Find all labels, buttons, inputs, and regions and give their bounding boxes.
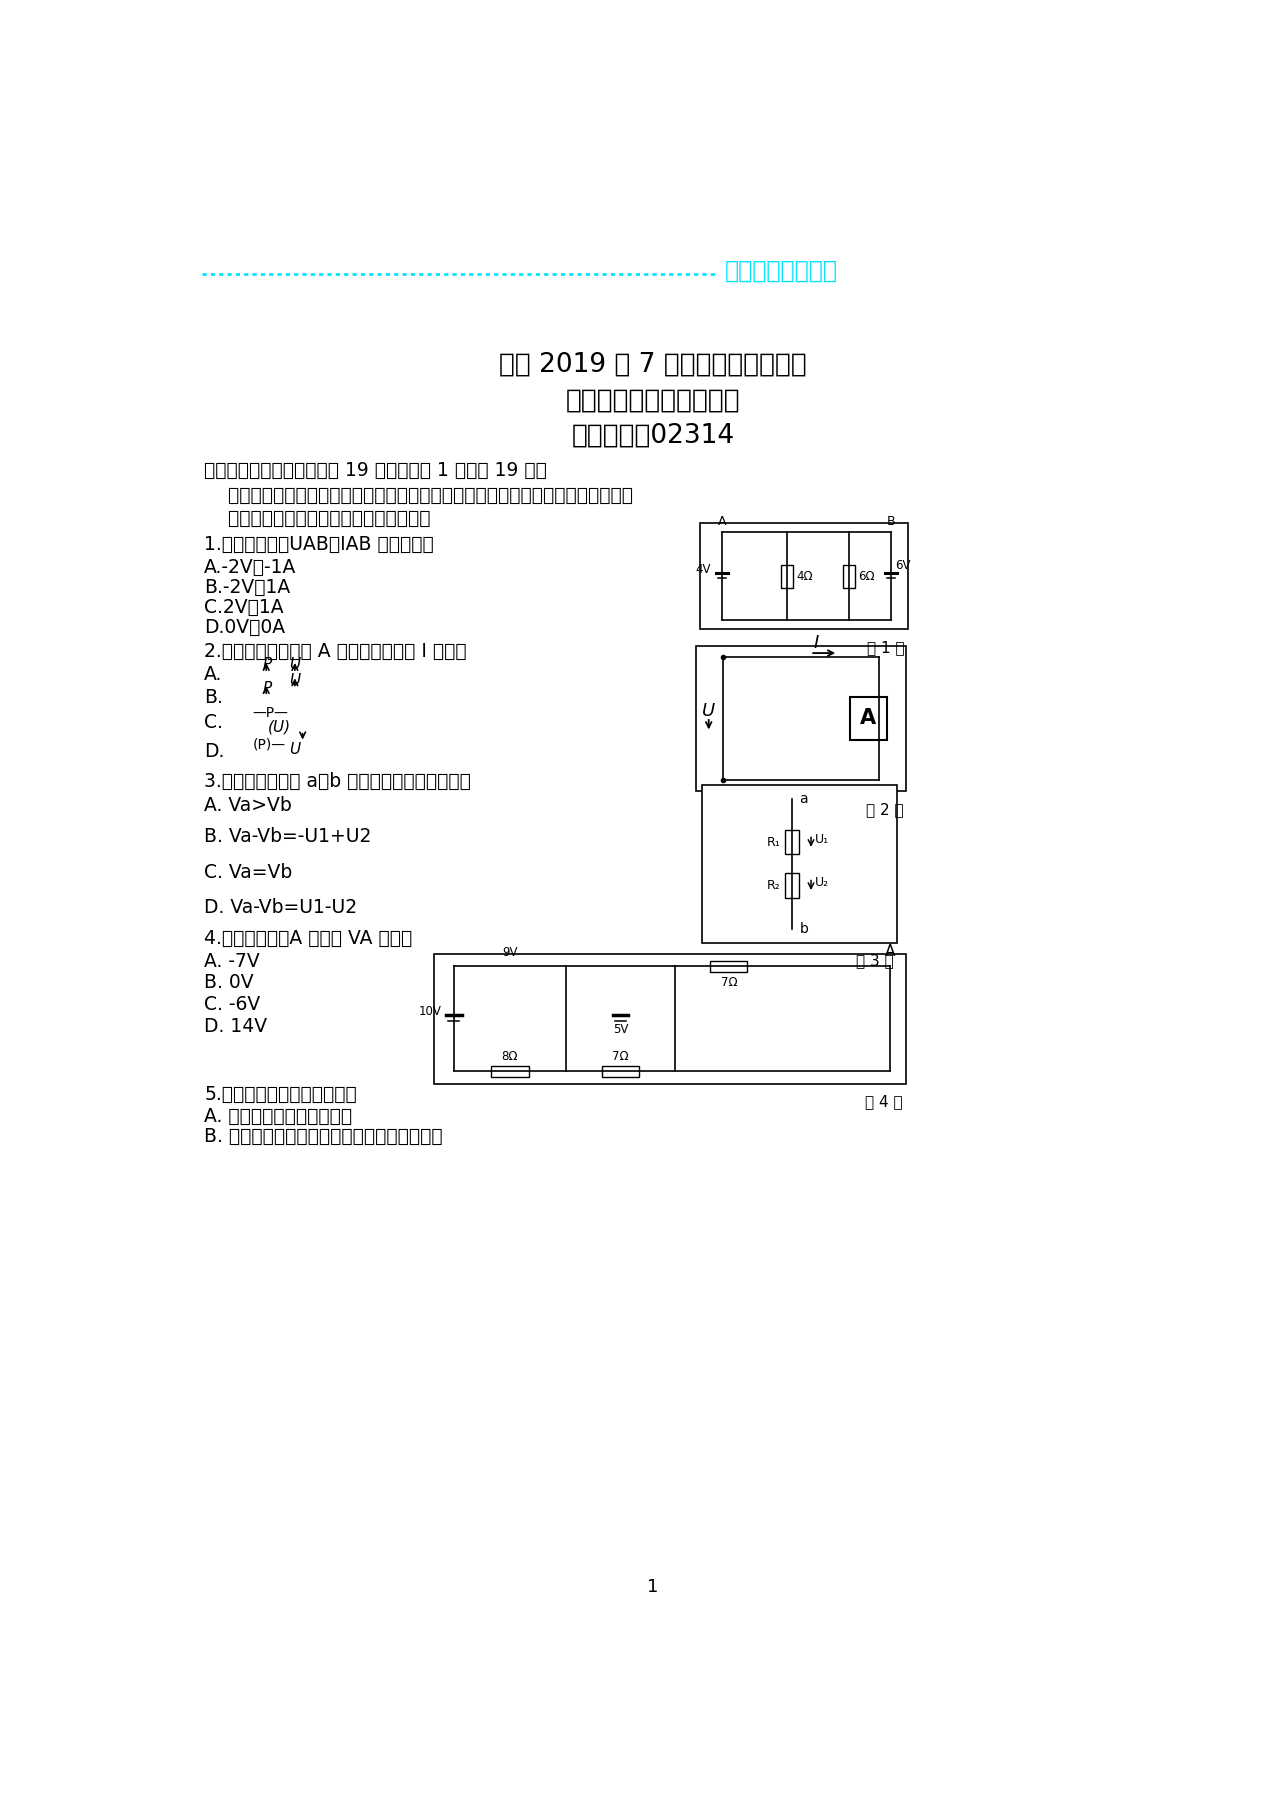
Text: 6V: 6V (894, 559, 910, 572)
Bar (702, 785, 897, 943)
Bar (434, 954, 906, 1084)
Bar (850, 696, 887, 740)
Text: 题 1 图: 题 1 图 (868, 640, 905, 655)
Text: (P)—: (P)— (252, 738, 285, 750)
Bar (601, 1066, 640, 1077)
Text: A. -7V: A. -7V (204, 953, 260, 971)
Text: 题 3 图: 题 3 图 (856, 953, 894, 969)
Text: B. 线性电路中的电压、电流和功率都可以叠加: B. 线性电路中的电压、电流和功率都可以叠加 (204, 1128, 443, 1146)
Text: —P—: —P— (252, 705, 288, 720)
Text: U: U (289, 673, 301, 687)
Bar (492, 1066, 529, 1077)
Text: 在每题列出的四个备选项中只有一个是吻合题目要求的，请将其代码填写在题后的: 在每题列出的四个备选项中只有一个是吻合题目要求的，请将其代码填写在题后的 (204, 485, 633, 505)
Text: 课程代码：02314: 课程代码：02314 (571, 422, 735, 449)
Bar (701, 523, 908, 630)
Text: 一、单项选择题（本大题共 19 小题，每题 1 分，共 19 分）: 一、单项选择题（本大题共 19 小题，每题 1 分，共 19 分） (204, 462, 547, 480)
Text: U: U (289, 743, 301, 758)
Text: B.: B. (204, 689, 223, 707)
Text: 1.图示电路中，UAB、IAB 分别为（）: 1.图示电路中，UAB、IAB 分别为（） (204, 534, 434, 554)
Text: 模拟电路与数字电路试题: 模拟电路与数字电路试题 (566, 388, 740, 413)
Text: D.0V，0A: D.0V，0A (204, 617, 285, 637)
Text: 5.以下表达正确的选项是（）: 5.以下表达正确的选项是（） (204, 1084, 357, 1104)
Text: 全国 2019 年 7 月高等教育自学考试: 全国 2019 年 7 月高等教育自学考试 (499, 352, 806, 377)
Text: 9V: 9V (502, 945, 517, 958)
Text: C. -6V: C. -6V (204, 996, 260, 1014)
Text: P: P (262, 657, 271, 671)
Text: 10V: 10V (418, 1005, 441, 1017)
Text: U: U (702, 702, 715, 720)
Text: A.: A. (204, 666, 223, 684)
Text: I: I (814, 633, 819, 651)
Text: D.: D. (204, 743, 224, 761)
Text: (U): (U) (268, 720, 290, 734)
Text: A.-2V，-1A: A.-2V，-1A (204, 557, 297, 577)
Bar (843, 565, 855, 588)
Text: A: A (885, 943, 896, 958)
Text: D. 14V: D. 14V (204, 1016, 268, 1035)
Text: 括号内。错选、多项选择或未选均无分。: 括号内。错选、多项选择或未选均无分。 (204, 509, 431, 529)
Text: A. 叠加原理合用于任何电路: A. 叠加原理合用于任何电路 (204, 1106, 353, 1126)
Text: U₁: U₁ (815, 832, 829, 846)
Text: 2.图示电路中，元件 A 为负载，则电流 I 为（）: 2.图示电路中，元件 A 为负载，则电流 I 为（） (204, 642, 466, 662)
Bar (711, 962, 748, 972)
Text: b: b (799, 922, 808, 936)
Text: B: B (887, 514, 896, 527)
Text: P: P (262, 680, 271, 696)
Text: C. Va=Vb: C. Va=Vb (204, 864, 293, 882)
Bar (785, 873, 799, 898)
Bar (696, 646, 906, 790)
Text: 7Ω: 7Ω (721, 976, 738, 989)
Text: 6Ω: 6Ω (859, 570, 875, 583)
Text: U: U (289, 657, 301, 671)
Text: C.: C. (204, 713, 223, 732)
Text: B.-2V，1A: B.-2V，1A (204, 577, 290, 597)
Text: 3.电路如图示，则 a、b 两点间的电位关系为（）: 3.电路如图示，则 a、b 两点间的电位关系为（） (204, 772, 471, 792)
Text: C.2V，1A: C.2V，1A (204, 597, 284, 617)
Text: 题 2 图: 题 2 图 (865, 801, 903, 817)
Text: 优选自学考料介绍: 优选自学考料介绍 (725, 260, 838, 283)
Text: A: A (717, 514, 726, 527)
Text: 题 4 图: 题 4 图 (865, 1095, 902, 1109)
Text: 4V: 4V (696, 563, 711, 577)
Text: 8Ω: 8Ω (502, 1050, 519, 1063)
Text: 1: 1 (647, 1578, 659, 1597)
Bar (785, 830, 799, 855)
Text: 5V: 5V (613, 1023, 628, 1035)
Text: 4.图示电路中，A 点电位 VA 为（）: 4.图示电路中，A 点电位 VA 为（） (204, 929, 413, 947)
Text: 7Ω: 7Ω (612, 1050, 628, 1063)
Text: D. Va-Vb=U1-U2: D. Va-Vb=U1-U2 (204, 898, 357, 916)
Text: U₂: U₂ (815, 875, 829, 889)
Bar (781, 565, 794, 588)
Text: a: a (799, 792, 808, 806)
Text: A. Va>Vb: A. Va>Vb (204, 796, 292, 815)
Text: R₂: R₂ (767, 879, 781, 891)
Text: A: A (860, 707, 877, 727)
Text: B. Va-Vb=-U1+U2: B. Va-Vb=-U1+U2 (204, 826, 372, 846)
Text: R₁: R₁ (767, 835, 781, 848)
Text: 4Ω: 4Ω (796, 570, 813, 583)
Text: B. 0V: B. 0V (204, 974, 254, 992)
